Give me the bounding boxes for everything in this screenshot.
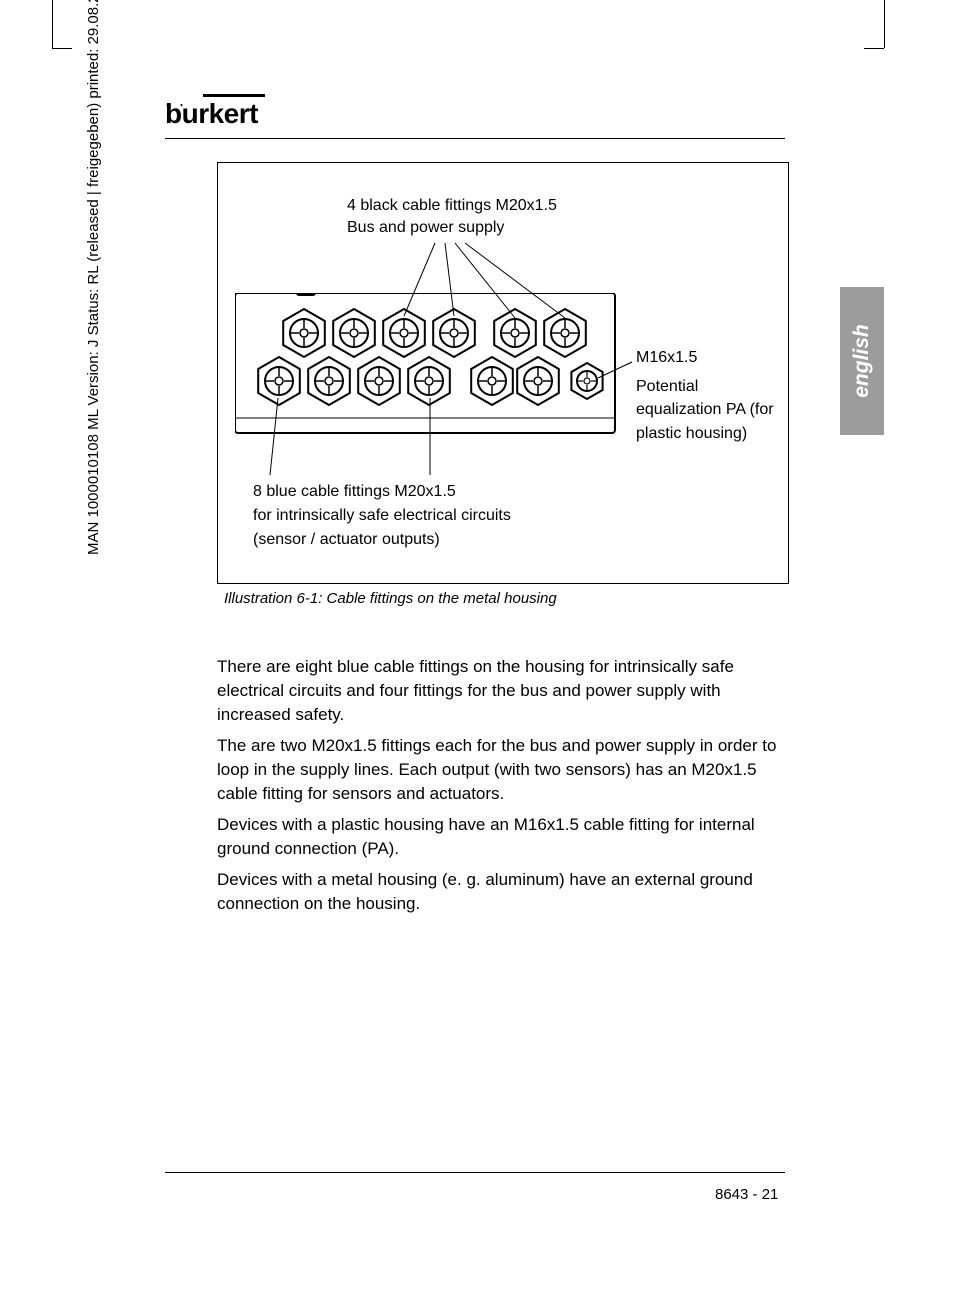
- language-tab: english: [840, 287, 884, 435]
- brand-bar: [203, 94, 265, 97]
- crop-mark: [52, 0, 53, 48]
- figure-top-label-line: 4 black cable fittings M20x1.5: [347, 195, 557, 217]
- page-number: 8643 - 21: [715, 1186, 778, 1203]
- footer-rule: [165, 1172, 785, 1173]
- body-paragraph: Devices with a plastic housing have an M…: [217, 813, 792, 861]
- body-paragraph: The are two M20x1.5 fittings each for th…: [217, 734, 792, 805]
- figure-top-label-line: Bus and power supply: [347, 217, 557, 239]
- doc-meta-side-text: MAN 1000010108 ML Version: J Status: RL …: [85, 0, 102, 555]
- language-tab-label: english: [850, 324, 874, 398]
- header-rule: [165, 138, 785, 139]
- figure-bottom-label-line: (sensor / actuator outputs): [253, 528, 511, 552]
- crop-mark: [884, 0, 885, 48]
- body-paragraph: There are eight blue cable fittings on t…: [217, 655, 792, 726]
- figure-right-label: M16x1.5 Potential equalization PA (for p…: [636, 346, 781, 445]
- brand-logo: burkert: [165, 98, 258, 130]
- figure-caption: Illustration 6-1: Cable fittings on the …: [224, 590, 557, 607]
- figure-bottom-label-line: for intrinsically safe electrical circui…: [253, 504, 511, 528]
- figure-right-label-line: M16x1.5: [636, 346, 781, 369]
- cable-fittings-diagram: [235, 293, 635, 493]
- crop-mark: [52, 48, 72, 49]
- crop-mark: [864, 48, 884, 49]
- body-paragraph: Devices with a metal housing (e. g. alum…: [217, 868, 792, 916]
- figure-top-label: 4 black cable fittings M20x1.5 Bus and p…: [347, 195, 557, 240]
- figure-right-label-line: Potential equalization PA (for plastic h…: [636, 375, 781, 445]
